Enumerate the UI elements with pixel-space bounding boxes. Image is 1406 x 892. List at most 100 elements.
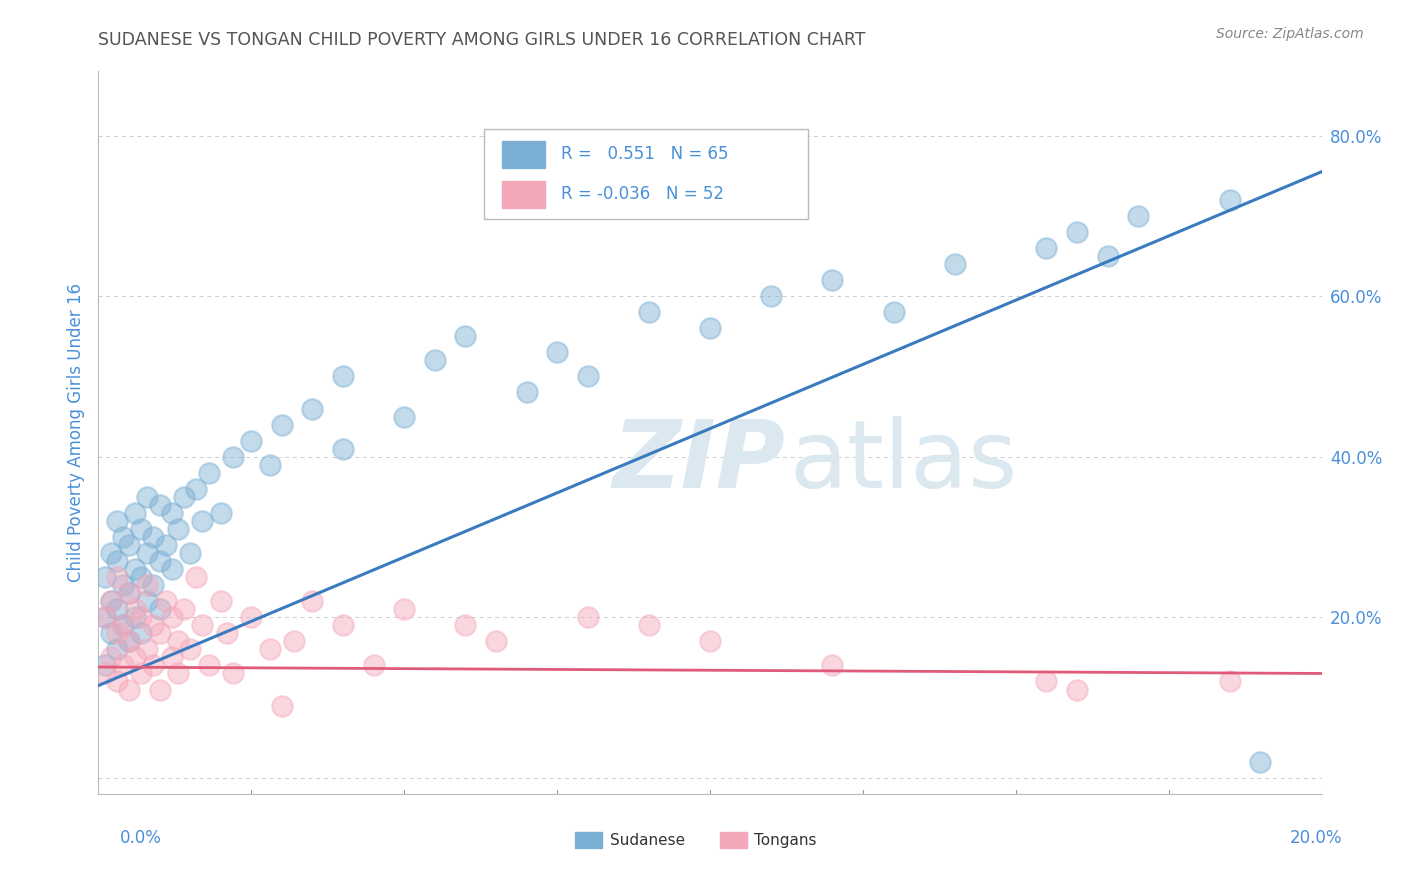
FancyBboxPatch shape <box>502 180 546 208</box>
Point <box>93 610 115 624</box>
Point <box>111 618 134 632</box>
Text: 20.0%: 20.0% <box>1291 829 1343 847</box>
Point <box>149 498 172 512</box>
Point <box>160 610 183 624</box>
Point <box>332 442 354 456</box>
Point <box>129 666 152 681</box>
Point <box>100 626 122 640</box>
Point <box>576 369 599 384</box>
Point <box>209 594 232 608</box>
FancyBboxPatch shape <box>484 129 808 219</box>
Point <box>883 305 905 319</box>
Point <box>105 554 128 568</box>
Point <box>392 602 416 616</box>
Point <box>186 482 208 496</box>
Point <box>105 602 128 616</box>
Text: R =   0.551   N = 65: R = 0.551 N = 65 <box>561 145 728 163</box>
Point <box>100 594 122 608</box>
Point <box>270 417 292 432</box>
Point <box>160 650 183 665</box>
Point <box>124 602 146 616</box>
Point <box>516 385 538 400</box>
Point <box>167 522 190 536</box>
Point <box>136 546 159 560</box>
Point <box>1097 249 1119 263</box>
Point <box>111 618 134 632</box>
FancyBboxPatch shape <box>720 832 747 848</box>
Point <box>1035 241 1057 255</box>
Point <box>100 546 122 560</box>
Point <box>301 594 323 608</box>
Point <box>118 682 141 697</box>
Point <box>240 610 263 624</box>
Text: atlas: atlas <box>790 416 1018 508</box>
Point <box>259 458 281 472</box>
Text: R = -0.036   N = 52: R = -0.036 N = 52 <box>561 186 724 203</box>
Point <box>215 626 238 640</box>
Point <box>167 666 190 681</box>
Point <box>142 578 165 592</box>
Point <box>149 554 172 568</box>
Point <box>1128 209 1150 223</box>
Point <box>209 506 232 520</box>
Point <box>136 594 159 608</box>
Point <box>118 586 141 600</box>
FancyBboxPatch shape <box>502 141 546 168</box>
Point <box>363 658 385 673</box>
Point <box>240 434 263 448</box>
Point <box>301 401 323 416</box>
Point <box>118 586 141 600</box>
Point <box>124 610 146 624</box>
Point <box>111 530 134 544</box>
Point <box>332 618 354 632</box>
Point <box>637 305 661 319</box>
Point <box>167 634 190 648</box>
Point <box>186 570 208 584</box>
Point <box>179 546 201 560</box>
Point <box>270 698 292 713</box>
Point <box>142 530 165 544</box>
Point <box>759 289 782 303</box>
Point <box>142 618 165 632</box>
FancyBboxPatch shape <box>575 832 602 848</box>
Point <box>160 506 183 520</box>
Point <box>149 602 172 616</box>
Point <box>283 634 305 648</box>
Text: SUDANESE VS TONGAN CHILD POVERTY AMONG GIRLS UNDER 16 CORRELATION CHART: SUDANESE VS TONGAN CHILD POVERTY AMONG G… <box>98 31 866 49</box>
Text: ZIP: ZIP <box>612 416 785 508</box>
Point <box>485 634 508 648</box>
Point <box>173 490 195 504</box>
Point <box>332 369 354 384</box>
Point <box>197 466 219 480</box>
Point <box>821 658 844 673</box>
Point <box>118 538 141 552</box>
Point <box>111 578 134 592</box>
Point <box>142 658 165 673</box>
Point <box>179 642 201 657</box>
Point <box>129 522 152 536</box>
Y-axis label: Child Poverty Among Girls Under 16: Child Poverty Among Girls Under 16 <box>66 283 84 582</box>
Point <box>423 353 446 368</box>
Point <box>93 610 115 624</box>
Point <box>136 578 159 592</box>
Point <box>149 626 172 640</box>
Point <box>124 562 146 576</box>
Point <box>93 570 115 584</box>
Point <box>197 658 219 673</box>
Point <box>699 634 721 648</box>
Point <box>637 618 661 632</box>
Text: Tongans: Tongans <box>754 832 817 847</box>
Point <box>821 273 844 287</box>
Point <box>105 674 128 689</box>
Point <box>1219 193 1241 207</box>
Point <box>105 514 128 528</box>
Point <box>105 570 128 584</box>
Point <box>454 329 477 343</box>
Point <box>100 650 122 665</box>
Point <box>105 626 128 640</box>
Point <box>155 594 177 608</box>
Text: Source: ZipAtlas.com: Source: ZipAtlas.com <box>1216 27 1364 41</box>
Point <box>136 490 159 504</box>
Point <box>546 345 568 359</box>
Point <box>149 682 172 697</box>
